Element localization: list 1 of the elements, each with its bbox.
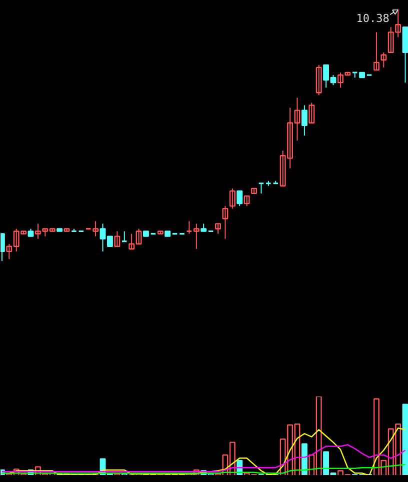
annotation: 10.38 xyxy=(356,12,390,25)
